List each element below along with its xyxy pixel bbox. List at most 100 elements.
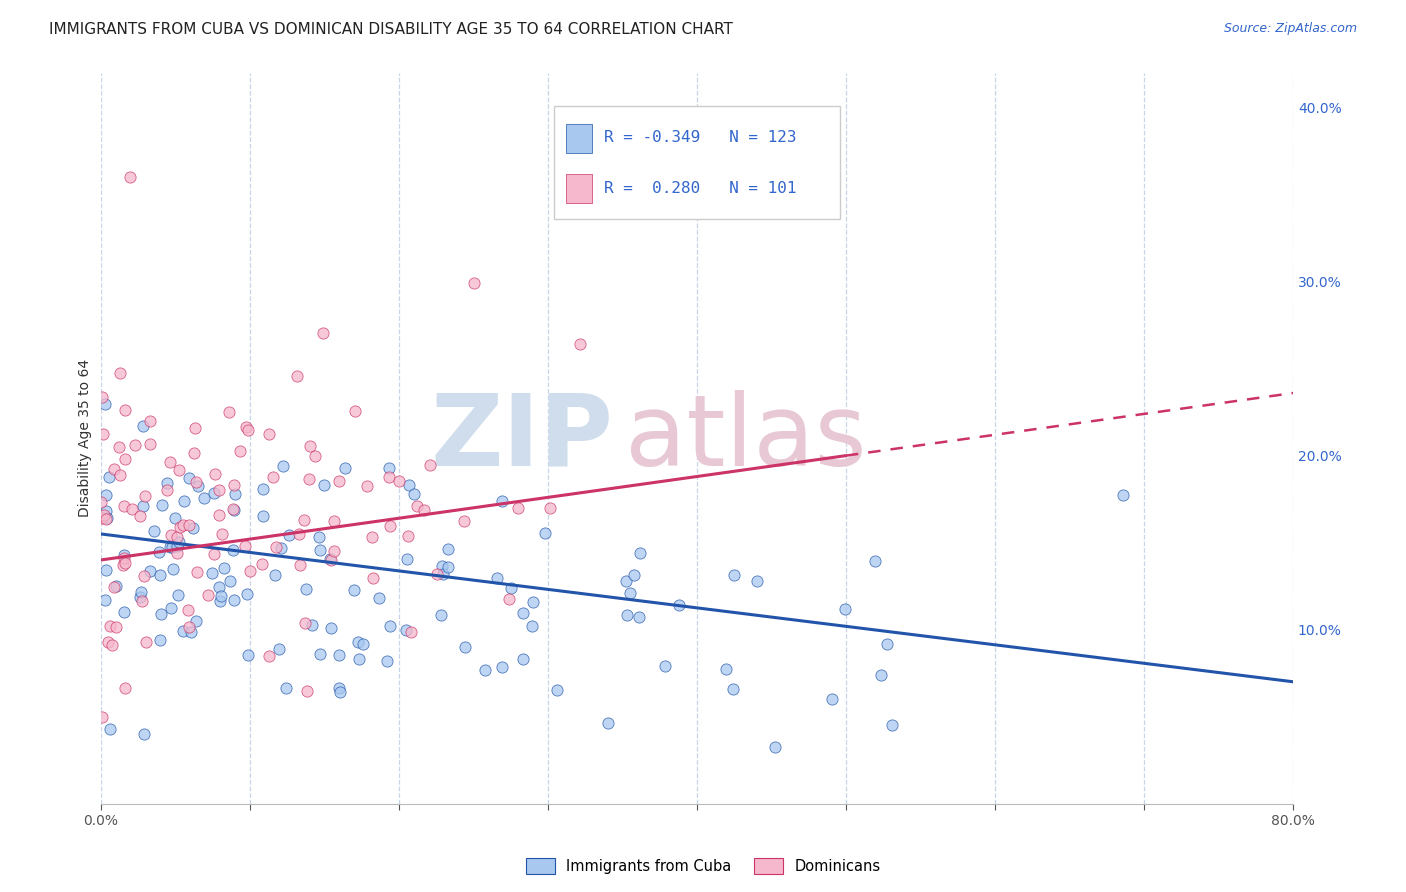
Point [426,566,449,581]
Point [180,625,202,640]
Point [419,458,441,472]
Point [236,587,259,601]
Text: atlas: atlas [626,390,868,487]
Point [863,554,886,568]
Point [512,606,534,620]
Point [398,478,420,492]
Point [235,420,257,434]
Point [463,276,485,290]
Point [569,336,592,351]
Point [298,472,321,486]
Point [834,601,856,615]
Point [257,427,280,442]
Point [309,648,332,662]
Point [105,579,128,593]
Point [202,548,225,562]
Point [103,462,125,476]
Point [167,463,190,477]
Point [270,541,292,555]
Point [219,574,242,588]
Point [723,568,745,582]
Point [308,530,330,544]
Point [183,446,205,460]
Point [257,648,280,663]
Point [148,544,170,558]
Point [166,530,188,544]
Point [319,553,342,567]
Point [139,414,162,428]
Point [132,419,155,434]
Text: ZIP: ZIP [430,390,613,487]
Point [654,659,676,673]
Point [156,483,179,498]
Point [453,514,475,528]
Point [485,571,508,585]
Point [522,595,544,609]
Point [208,483,231,498]
Point [285,369,308,384]
Point [614,574,637,589]
FancyBboxPatch shape [554,106,839,219]
Point [430,559,453,574]
Point [274,681,297,696]
Point [187,479,209,493]
Point [169,534,191,549]
Text: IMMIGRANTS FROM CUBA VS DOMINICAN DISABILITY AGE 35 TO 64 CORRELATION CHART: IMMIGRANTS FROM CUBA VS DOMINICAN DISABI… [49,22,733,37]
Point [96,510,118,524]
Point [437,542,460,557]
Point [107,441,129,455]
Point [131,594,153,608]
Point [498,591,520,606]
Point [329,685,352,699]
Point [93,397,115,411]
Point [356,479,378,493]
Point [149,567,172,582]
Point [474,663,496,677]
Point [309,543,332,558]
Point [377,470,399,484]
Point [222,593,245,607]
Point [114,451,136,466]
Point [432,566,454,581]
Point [112,550,135,565]
Point [343,403,366,417]
Point [333,461,356,475]
Point [138,437,160,451]
Point [347,635,370,649]
Point [186,565,208,579]
Point [292,513,315,527]
Point [91,427,114,442]
Point [404,487,426,501]
Point [212,561,235,575]
Point [150,607,173,621]
Point [163,511,186,525]
Point [668,598,690,612]
Point [322,514,344,528]
Point [177,518,200,533]
Point [184,421,207,435]
Point [160,540,183,554]
Point [399,624,422,639]
Point [222,503,245,517]
Point [162,562,184,576]
Point [301,617,323,632]
Point [876,637,898,651]
Point [252,482,274,496]
Point [596,716,619,731]
Point [103,580,125,594]
Point [90,495,112,509]
Point [352,637,374,651]
Point [222,543,245,558]
Point [252,509,274,524]
Point [236,423,259,437]
Point [501,581,523,595]
Point [271,459,294,474]
Point [368,591,391,606]
Point [264,568,287,582]
Point [343,582,366,597]
Point [114,402,136,417]
Point [94,563,117,577]
Point [491,660,513,674]
Point [132,499,155,513]
Point [512,652,534,666]
